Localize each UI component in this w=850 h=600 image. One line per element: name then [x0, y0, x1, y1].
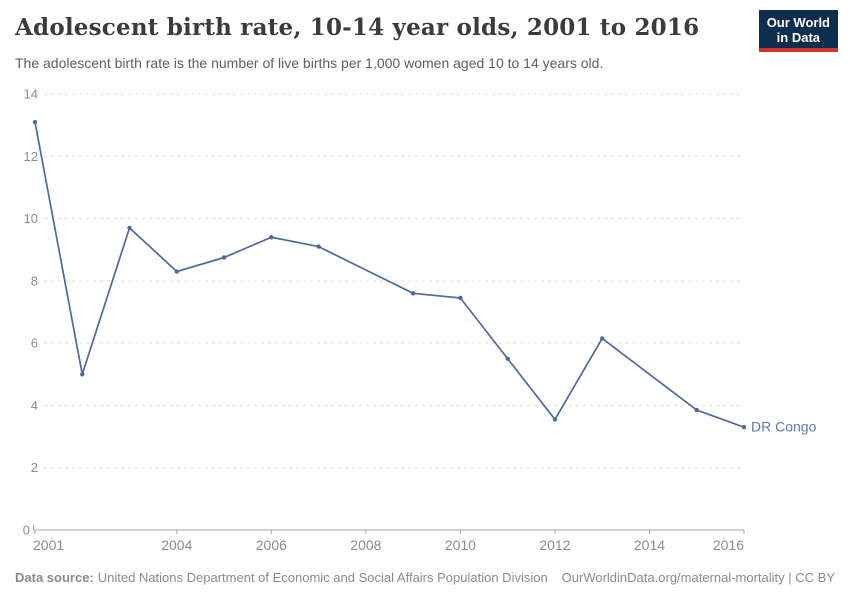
x-tick-label: 2014	[634, 537, 665, 553]
datasource-text: United Nations Department of Economic an…	[97, 570, 548, 585]
footer-link[interactable]: OurWorldinData.org/maternal-mortality | …	[561, 570, 835, 585]
data-point[interactable]	[80, 372, 85, 377]
data-point[interactable]	[505, 356, 510, 361]
data-point[interactable]	[221, 255, 227, 260]
owid-logo[interactable]: Our World in Data	[758, 10, 838, 52]
line-chart-plot-area[interactable]: 0 2 4 6 8 10 12 14 2001 2004 2006 2008 2010 2012 2014 2…	[0, 85, 850, 570]
x-tick-label: 2004	[161, 537, 192, 553]
data-point[interactable]	[32, 119, 38, 125]
y-tick-label: 0	[23, 523, 30, 538]
entity-label: DR Congo	[751, 419, 817, 435]
data-point[interactable]	[552, 417, 558, 422]
datasource-label: Data source:	[15, 570, 94, 585]
data-point[interactable]	[269, 235, 274, 240]
data-point[interactable]	[410, 291, 416, 296]
y-tick-label: 2	[31, 460, 38, 475]
data-point[interactable]	[741, 425, 747, 430]
x-tick-label: 2016	[713, 537, 744, 553]
data-point[interactable]	[316, 244, 321, 249]
y-tick-label: 12	[24, 149, 38, 164]
chart-subtitle: The adolescent birth rate is the number …	[15, 55, 604, 71]
y-tick-label: 4	[31, 398, 38, 413]
x-tick-label: 2010	[445, 537, 476, 553]
x-tick-label: 2008	[350, 537, 381, 553]
x-tick-label: 2001	[33, 537, 64, 553]
data-point[interactable]	[458, 295, 463, 301]
data-point[interactable]	[600, 336, 605, 341]
footer: Data source: United Nations Department of…	[15, 570, 835, 585]
data-point[interactable]	[174, 269, 179, 274]
y-tick-label: 6	[31, 336, 38, 351]
owid-logo-line1: Our World	[766, 15, 830, 30]
footer-datasource: Data source: United Nations Department of…	[15, 570, 548, 585]
page-title: Adolescent birth rate, 10-14 year olds, …	[15, 14, 700, 41]
y-tick-label: 10	[24, 211, 38, 226]
data-point[interactable]	[127, 225, 132, 231]
x-tick-label: 2012	[539, 537, 570, 553]
x-tick-label: 2006	[256, 537, 287, 553]
owid-logo-line2: in Data	[776, 30, 821, 45]
data-point[interactable]	[694, 407, 699, 413]
y-tick-label: 8	[31, 273, 38, 288]
data-line[interactable]	[34, 121, 745, 429]
y-tick-label: 14	[24, 87, 38, 102]
